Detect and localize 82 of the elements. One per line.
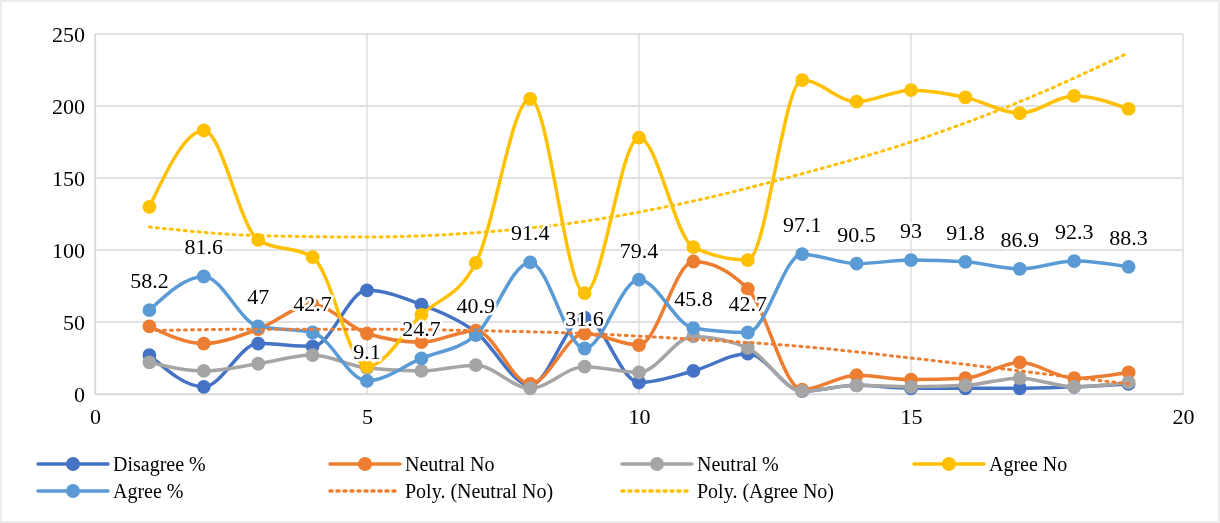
point bbox=[251, 336, 266, 351]
point bbox=[305, 250, 320, 265]
point bbox=[523, 91, 538, 106]
point bbox=[1012, 371, 1027, 386]
point bbox=[849, 256, 864, 271]
point bbox=[795, 247, 810, 262]
point bbox=[305, 348, 320, 363]
data-label: 81.6 bbox=[184, 234, 224, 260]
point bbox=[414, 364, 429, 378]
point bbox=[904, 83, 918, 98]
x-tick-label: 15 bbox=[900, 403, 923, 429]
point bbox=[1012, 106, 1027, 121]
data-label: 47 bbox=[247, 284, 270, 310]
data-label: 97.1 bbox=[782, 212, 822, 238]
point bbox=[1121, 101, 1136, 116]
point bbox=[632, 130, 646, 145]
point bbox=[686, 240, 701, 255]
data-label: 79.4 bbox=[619, 237, 659, 263]
point bbox=[740, 325, 755, 340]
point bbox=[196, 364, 211, 378]
x-tick-label: 20 bbox=[1172, 403, 1195, 429]
point bbox=[468, 358, 483, 373]
y-tick-label: 0 bbox=[74, 381, 85, 407]
y-tick-label: 200 bbox=[52, 93, 85, 119]
point bbox=[360, 283, 374, 298]
data-label: 86.9 bbox=[1000, 226, 1040, 252]
point bbox=[849, 94, 864, 109]
point bbox=[196, 123, 211, 138]
legend-label: Neutral No bbox=[405, 453, 495, 475]
point bbox=[577, 359, 592, 374]
point bbox=[686, 321, 701, 335]
legend-label: Poly. (Agree No) bbox=[697, 480, 835, 503]
point bbox=[958, 90, 973, 105]
x-tick-label: 0 bbox=[90, 403, 101, 429]
point bbox=[740, 253, 755, 267]
point bbox=[1067, 89, 1082, 103]
point bbox=[142, 199, 157, 214]
legend-label: Poly. (Neutral No) bbox=[405, 480, 554, 503]
data-label: 9.1 bbox=[353, 338, 381, 364]
point bbox=[468, 256, 483, 270]
point bbox=[1012, 261, 1027, 276]
point bbox=[686, 254, 701, 269]
point bbox=[577, 286, 592, 301]
data-label: 40.9 bbox=[456, 293, 496, 319]
legend-label: Neutral % bbox=[697, 453, 779, 475]
x-tick-label: 10 bbox=[628, 403, 651, 429]
legend-label: Agree % bbox=[113, 480, 184, 503]
legend-label: Agree No bbox=[989, 453, 1068, 476]
point bbox=[196, 269, 211, 284]
point bbox=[686, 364, 701, 378]
data-label: 93 bbox=[900, 218, 922, 244]
point bbox=[523, 255, 538, 270]
x-tick-label: 5 bbox=[362, 403, 373, 429]
point bbox=[142, 355, 157, 370]
point bbox=[1121, 259, 1136, 274]
point bbox=[251, 356, 266, 371]
legend-label: Disagree % bbox=[113, 453, 206, 476]
data-label: 91.8 bbox=[946, 219, 985, 245]
point bbox=[196, 336, 211, 351]
point bbox=[196, 379, 211, 394]
point bbox=[414, 351, 429, 366]
y-tick-label: 150 bbox=[52, 165, 85, 191]
data-label: 90.5 bbox=[837, 221, 876, 247]
data-label: 88.3 bbox=[1109, 224, 1148, 250]
point bbox=[577, 341, 592, 356]
point bbox=[1067, 254, 1082, 268]
point bbox=[958, 254, 973, 269]
point bbox=[360, 374, 374, 388]
point bbox=[1012, 355, 1027, 370]
y-tick-label: 250 bbox=[52, 21, 85, 47]
data-label: 92.3 bbox=[1054, 219, 1094, 245]
point bbox=[795, 73, 810, 87]
point bbox=[632, 365, 646, 380]
point bbox=[632, 338, 646, 352]
data-label: 58.2 bbox=[130, 268, 169, 294]
data-label: 91.4 bbox=[510, 220, 550, 246]
y-tick-label: 100 bbox=[52, 237, 85, 263]
point bbox=[142, 303, 157, 318]
point bbox=[632, 272, 646, 287]
data-label: 45.8 bbox=[674, 286, 713, 312]
point bbox=[904, 253, 918, 267]
y-tick-label: 50 bbox=[63, 309, 85, 335]
